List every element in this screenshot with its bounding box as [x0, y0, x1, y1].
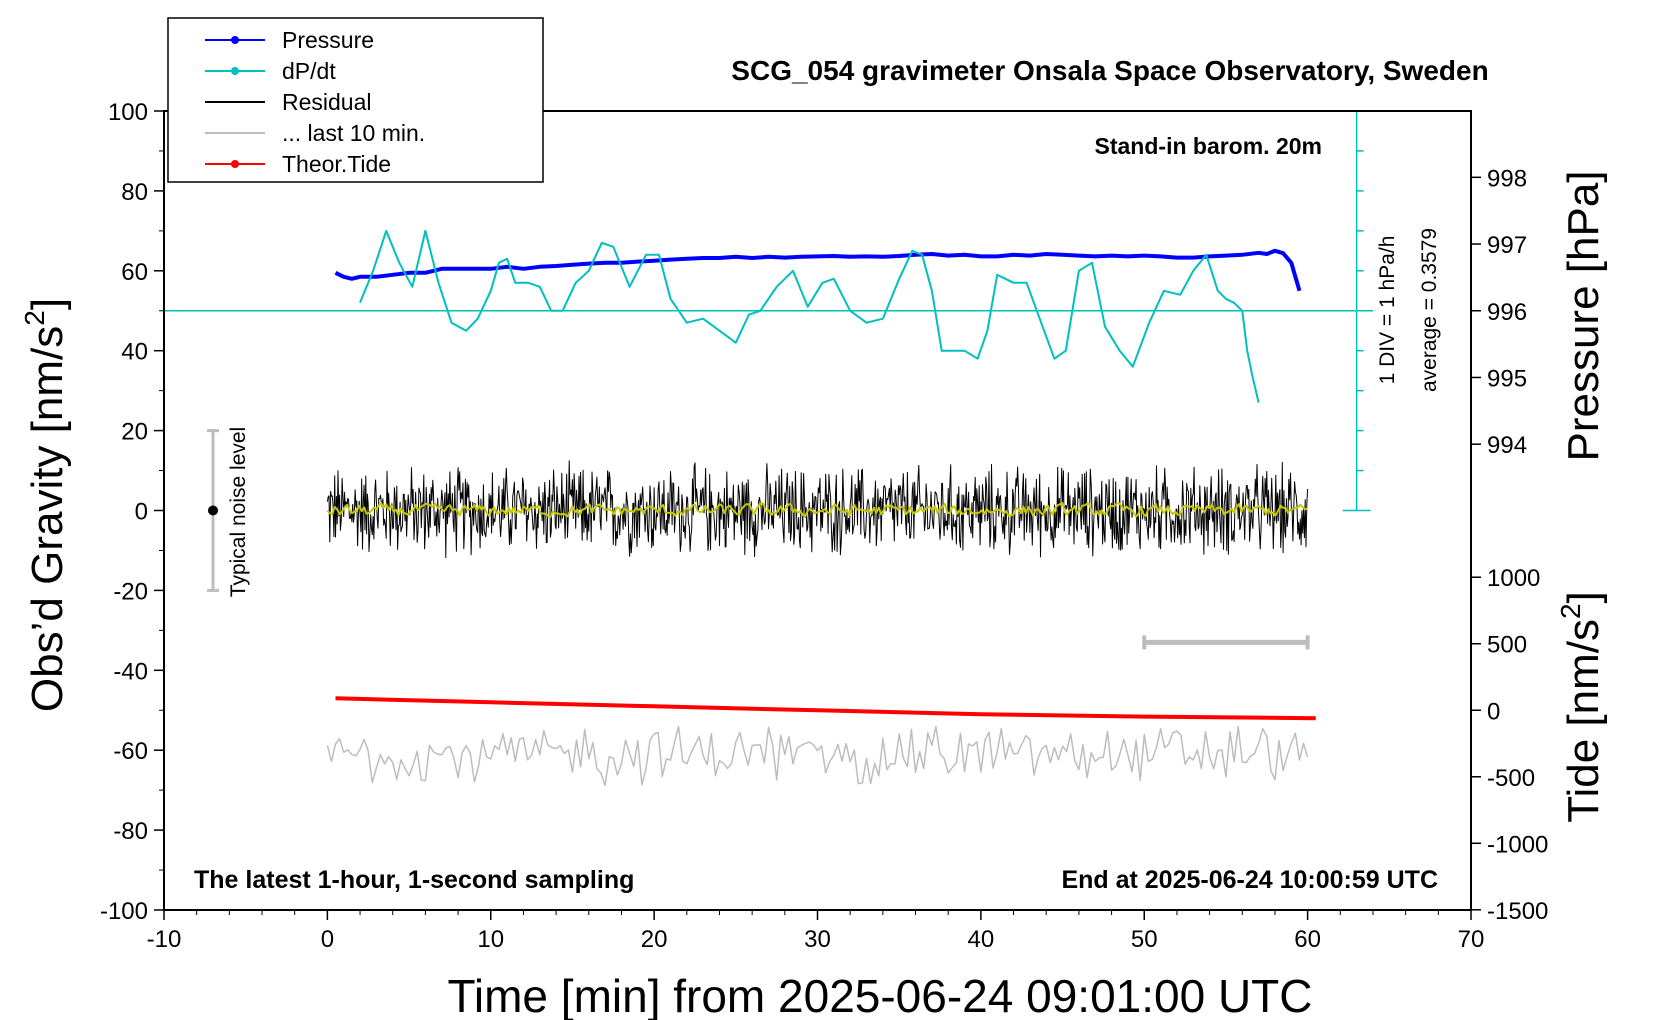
y-tick-label-7: 40 — [121, 339, 148, 366]
x-tick-label-5: 40 — [968, 926, 995, 953]
y-axis-label-left-text: Obs’d Gravity [nm/s — [23, 326, 72, 712]
legend-label-3: ... last 10 min. — [282, 120, 425, 146]
pressure-tick-label-4: 994 — [1487, 432, 1527, 459]
series-dp-dt — [359, 229, 1260, 403]
legend-label-4: Theor.Tide — [282, 151, 391, 177]
tide-tick-label-0: 1000 — [1487, 565, 1540, 592]
series-pressure — [334, 248, 1302, 292]
x-tick-label-4: 30 — [804, 926, 831, 953]
y-tick-label-6: 20 — [121, 419, 148, 446]
axes-layer: -10 0 10 20 30 40 50 60 70-100-80-60-40-20020406… — [100, 99, 1548, 953]
pressure-tick-label-1: 997 — [1487, 232, 1527, 259]
y-axis-label-pressure: Pressure [hPa] — [1559, 170, 1608, 461]
y-tick-label-9: 80 — [121, 179, 148, 206]
series-residual-smooth — [326, 502, 1308, 518]
barometer-annotation: Stand-in barom. 20m — [1095, 133, 1322, 159]
legend-marker-1 — [231, 67, 239, 75]
pressure-tick-label-2: 996 — [1487, 299, 1527, 326]
legend: Pressure dP/dt Residual ... last 10 min. The… — [167, 17, 544, 183]
y-tick-label-10: 100 — [108, 99, 148, 126]
legend-label-1: dP/dt — [282, 58, 336, 84]
y-tick-label-1: -80 — [113, 818, 148, 845]
series-theor-tide — [335, 696, 1316, 721]
legend-label-2: Residual — [282, 89, 372, 115]
y-axis-label-tide-close: ] — [1559, 591, 1608, 603]
y-axis-label-tide-sup: 2 — [1555, 603, 1586, 619]
y-axis-label-left: Obs’d Gravity [nm/s2] — [19, 298, 72, 712]
tide-tick-label-5: -1500 — [1487, 898, 1548, 925]
y-axis-label-tide-text: Tide [nm/s — [1559, 619, 1608, 823]
x-tick-label-6: 50 — [1131, 926, 1158, 953]
x-tick-label-7: 60 — [1294, 926, 1321, 953]
legend-box — [167, 17, 544, 183]
sampling-annotation: The latest 1-hour, 1-second sampling — [194, 866, 634, 894]
x-axis-label: Time [min] from 2025-06-24 09:01:00 UTC — [448, 970, 1313, 1020]
y-axis-label-tide: Tide [nm/s2] — [1555, 591, 1608, 823]
legend-label-0: Pressure — [282, 27, 374, 53]
y-axis-label-left-close: ] — [23, 298, 72, 310]
series-layer — [164, 110, 1373, 787]
y-tick-label-4: -20 — [113, 578, 148, 605]
pressure-tick-label-0: 998 — [1487, 165, 1527, 192]
tide-tick-label-3: -500 — [1487, 765, 1535, 792]
y-tick-label-3: -40 — [113, 658, 148, 685]
div-scale-annotation: 1 DIV = 1 hPa/h — [1376, 236, 1399, 385]
tide-tick-label-4: -1000 — [1487, 831, 1548, 858]
x-tick-label-0: -10 — [147, 926, 182, 953]
y-tick-label-5: 0 — [135, 499, 148, 526]
tide-tick-label-2: 0 — [1487, 698, 1500, 725]
y-tick-label-8: 60 — [121, 259, 148, 286]
x-tick-label-3: 20 — [641, 926, 668, 953]
x-tick-label-8: 70 — [1458, 926, 1485, 953]
y-axis-label-left-sup: 2 — [19, 310, 50, 326]
legend-marker-4 — [231, 160, 239, 168]
plot-frame — [163, 110, 1472, 911]
x-tick-label-2: 10 — [477, 926, 504, 953]
noise-level-center — [208, 505, 219, 516]
end-time-annotation: End at 2025-06-24 10:00:59 UTC — [1061, 866, 1438, 894]
y-tick-label-0: -100 — [100, 898, 148, 925]
x-tick-label-1: 0 — [321, 926, 334, 953]
series-last-10-min — [326, 725, 1309, 787]
y-tick-label-2: -60 — [113, 738, 148, 765]
chart-title: SCG_054 gravimeter Onsala Space Observat… — [731, 55, 1488, 86]
legend-marker-0 — [231, 36, 239, 44]
pressure-tick-label-3: 995 — [1487, 365, 1527, 392]
average-annotation: average = 0.3579 — [1418, 228, 1441, 392]
noise-level-annotation: Typical noise level — [227, 427, 250, 597]
legend-items: Pressure dP/dt Residual ... last 10 min. The… — [205, 27, 425, 177]
series-residual — [326, 460, 1309, 559]
tide-tick-label-1: 500 — [1487, 632, 1527, 659]
